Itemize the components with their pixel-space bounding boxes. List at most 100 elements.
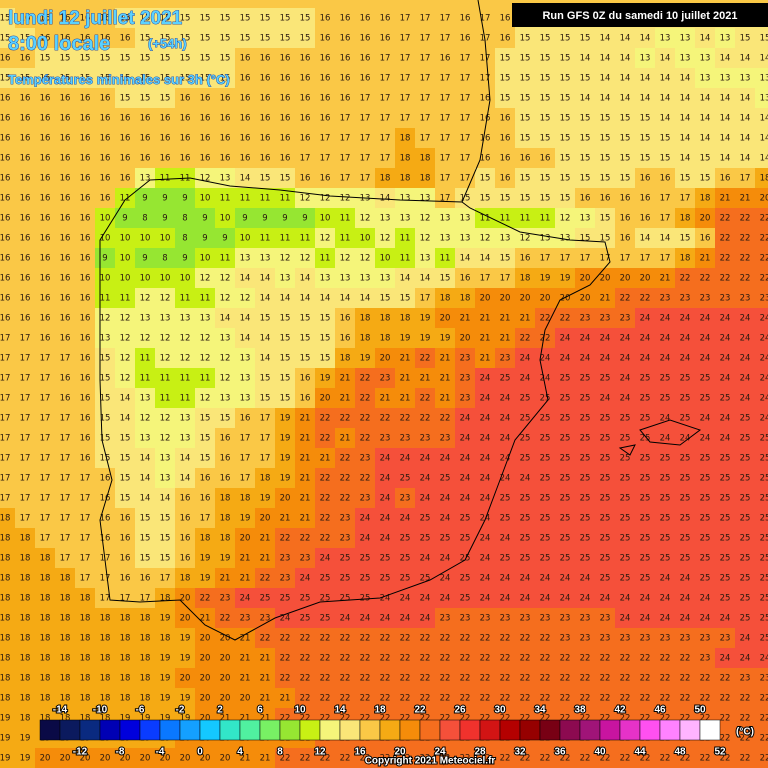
grid-value: 15 xyxy=(280,394,291,404)
field-cell xyxy=(535,88,555,108)
grid-value: 24 xyxy=(640,334,651,344)
field-cell xyxy=(395,8,415,28)
field-cell xyxy=(555,108,575,128)
field-cell xyxy=(535,188,555,208)
grid-value: 25 xyxy=(740,614,751,624)
grid-value: 18 xyxy=(100,634,111,644)
grid-value: 22 xyxy=(720,694,731,704)
grid-value: 23 xyxy=(680,634,691,644)
grid-value: 25 xyxy=(760,514,768,524)
grid-value: 18 xyxy=(680,254,691,264)
grid-value: 18 xyxy=(20,694,31,704)
field-cell xyxy=(495,148,515,168)
field-cell xyxy=(335,148,355,168)
grid-value: 24 xyxy=(480,454,491,464)
grid-value: 24 xyxy=(500,434,511,444)
grid-value: 17 xyxy=(440,174,451,184)
grid-value: 16 xyxy=(340,314,351,324)
field-cell xyxy=(495,128,515,148)
grid-value: 17 xyxy=(40,354,51,364)
grid-value: 25 xyxy=(760,594,768,604)
field-cell xyxy=(315,148,335,168)
field-cell xyxy=(635,28,655,48)
field-cell xyxy=(275,68,295,88)
field-cell xyxy=(475,48,495,68)
field-cell xyxy=(695,48,715,68)
field-cell xyxy=(235,208,255,228)
grid-value: 17 xyxy=(340,154,351,164)
grid-value: 20 xyxy=(460,334,471,344)
grid-value: 21 xyxy=(260,694,271,704)
grid-value: 25 xyxy=(620,414,631,424)
grid-value: 11 xyxy=(500,214,511,224)
grid-value: 23 xyxy=(720,294,731,304)
grid-value: 23 xyxy=(380,434,391,444)
grid-value: 14 xyxy=(740,54,751,64)
field-cell xyxy=(95,108,115,128)
grid-value: 22 xyxy=(420,674,431,684)
grid-value: 16 xyxy=(360,14,371,24)
field-cell xyxy=(75,228,95,248)
grid-value: 13 xyxy=(500,234,511,244)
grid-value: 13 xyxy=(720,74,731,84)
grid-value: 24 xyxy=(440,594,451,604)
grid-value: 16 xyxy=(20,134,31,144)
grid-value: 24 xyxy=(500,594,511,604)
grid-value: 16 xyxy=(120,554,131,564)
field-cell xyxy=(555,28,575,48)
grid-value: 24 xyxy=(460,414,471,424)
grid-value: 15 xyxy=(40,54,51,64)
grid-value: 13 xyxy=(760,74,768,84)
field-cell xyxy=(735,228,755,248)
grid-value: 22 xyxy=(640,674,651,684)
field-cell xyxy=(0,48,15,68)
grid-value: 11 xyxy=(400,234,411,244)
grid-value: 14 xyxy=(260,274,271,284)
grid-value: 22 xyxy=(740,274,751,284)
field-cell xyxy=(715,248,735,268)
grid-value: 17 xyxy=(20,514,31,524)
field-cell xyxy=(315,48,335,68)
grid-value: 20 xyxy=(700,214,711,224)
grid-value: 15 xyxy=(480,194,491,204)
grid-value: 25 xyxy=(580,374,591,384)
colorbar-label: -10 xyxy=(93,705,108,716)
grid-value: 13 xyxy=(400,214,411,224)
grid-value: 13 xyxy=(160,314,171,324)
grid-value: 16 xyxy=(300,94,311,104)
grid-value: 22 xyxy=(720,274,731,284)
grid-value: 12 xyxy=(560,214,571,224)
grid-value: 21 xyxy=(700,254,711,264)
grid-value: 17 xyxy=(460,54,471,64)
colorbar-label: 32 xyxy=(514,747,526,758)
field-cell xyxy=(515,188,535,208)
grid-value: 16 xyxy=(220,434,231,444)
grid-value: 16 xyxy=(140,574,151,584)
grid-value: 16 xyxy=(340,14,351,24)
grid-value: 16 xyxy=(20,94,31,104)
grid-value: 18 xyxy=(420,174,431,184)
colorbar-box xyxy=(579,719,601,741)
grid-value: 19 xyxy=(160,654,171,664)
field-cell xyxy=(275,8,295,28)
field-cell xyxy=(595,108,615,128)
grid-value: 18 xyxy=(700,194,711,204)
grid-value: 16 xyxy=(640,174,651,184)
field-cell xyxy=(235,8,255,28)
grid-value: 23 xyxy=(460,614,471,624)
grid-value: 22 xyxy=(360,694,371,704)
grid-value: 15 xyxy=(600,174,611,184)
grid-value: 16 xyxy=(80,234,91,244)
grid-value: 25 xyxy=(680,454,691,464)
grid-value: 11 xyxy=(440,254,451,264)
grid-value: 16 xyxy=(20,154,31,164)
grid-value: 22 xyxy=(740,714,751,724)
grid-value: 15 xyxy=(300,334,311,344)
grid-value: 22 xyxy=(360,374,371,384)
colorbar-label: 6 xyxy=(257,705,263,716)
grid-value: 24 xyxy=(380,494,391,504)
grid-value: 22 xyxy=(540,754,551,764)
grid-value: 15 xyxy=(300,34,311,44)
field-cell xyxy=(75,8,95,28)
field-cell xyxy=(355,168,375,188)
